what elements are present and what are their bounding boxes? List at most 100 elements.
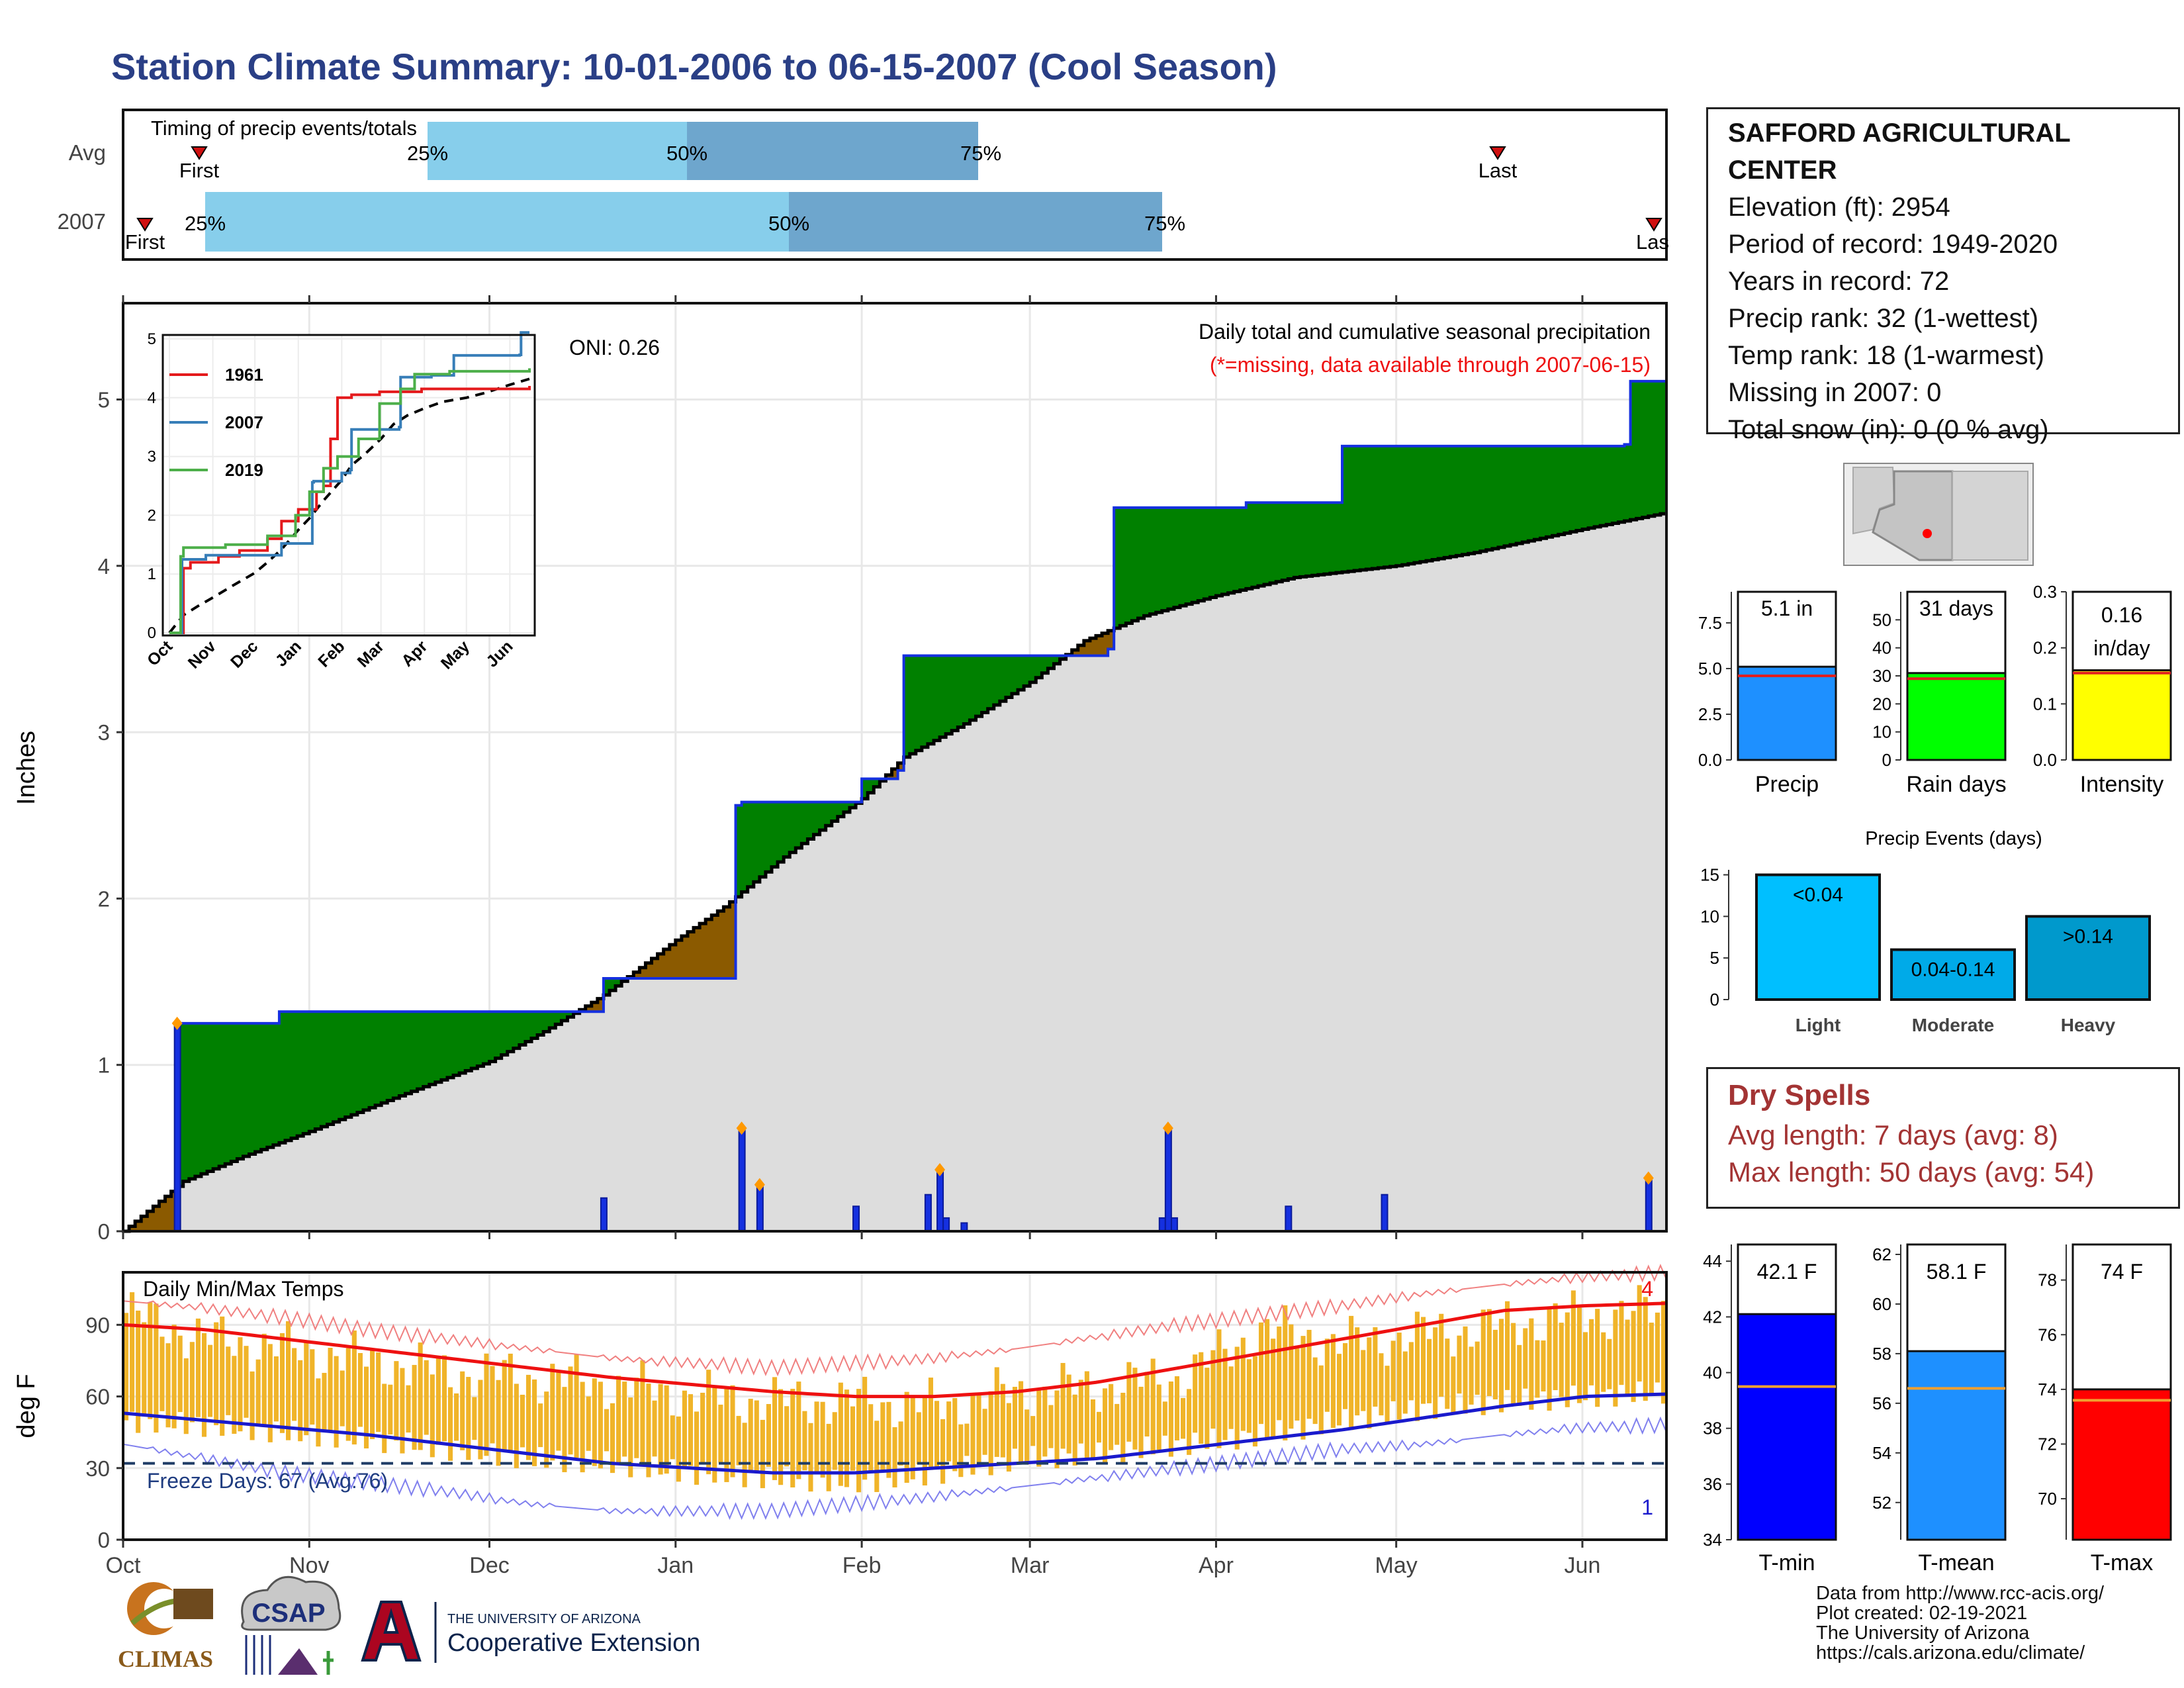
month-label: Jun [1565, 1553, 1601, 1578]
daily-temp-bar [310, 1349, 315, 1425]
temp-summary-tick-label: 54 [1872, 1443, 1891, 1463]
daily-temp-bar [1162, 1401, 1167, 1436]
daily-temp-bar [1090, 1399, 1095, 1459]
record-high-count: 4 [1641, 1277, 1653, 1301]
daily-temp-bar [424, 1360, 429, 1435]
inset-ytick-label: 4 [148, 389, 156, 407]
obs-first-label: First [125, 230, 165, 254]
daily-temp-bar [142, 1322, 147, 1415]
daily-temp-bar [496, 1380, 501, 1466]
daily-temp-bar [1115, 1403, 1120, 1445]
daily-temp-bar [1402, 1351, 1408, 1414]
avg-last-label: Last [1479, 159, 1518, 182]
daily-temp-bar [766, 1404, 771, 1467]
daily-precip-bar [1170, 1217, 1178, 1232]
daily-temp-bar [214, 1322, 219, 1425]
temp-summary-t-mean: 52 54 56 58 60 62 58.1 F T-mean [1872, 1243, 2007, 1575]
daily-temp-bar [952, 1398, 958, 1472]
daily-temp-bar [1529, 1318, 1534, 1410]
daily-temp-bar [898, 1421, 903, 1466]
daily-temp-bar [748, 1399, 753, 1472]
daily-temp-bar [628, 1397, 633, 1477]
daily-precip-bar [924, 1194, 932, 1232]
temp-summary-tick-label: 62 [1872, 1244, 1891, 1264]
daily-temp-bar [484, 1353, 489, 1456]
daily-temp-bar [1265, 1319, 1270, 1438]
daily-temp-bar [1324, 1338, 1330, 1412]
daily-temp-bar [1457, 1335, 1462, 1394]
daily-temp-bar [1613, 1309, 1618, 1407]
climatology-line [123, 512, 1666, 1233]
daily-temp-bar [1168, 1381, 1173, 1457]
daily-temp-bar [1072, 1394, 1077, 1466]
temp-y-axis: 0 30 60 90 [85, 1313, 123, 1552]
daily-temp-bar [1252, 1356, 1257, 1447]
daily-temp-bar [958, 1424, 964, 1477]
daily-temp-bar [1570, 1290, 1576, 1386]
events-tick-label: 10 [1700, 906, 1719, 926]
daily-temp-bar [183, 1358, 189, 1434]
daily-temp-bar [856, 1389, 862, 1493]
daily-temp-bar [340, 1370, 345, 1427]
temp-summary-tick-label: 74 [2038, 1380, 2057, 1399]
daily-temp-bar [784, 1406, 790, 1467]
daily-temp-bar [634, 1378, 639, 1458]
daily-temp-bar [1036, 1389, 1042, 1467]
daily-temp-bar [1595, 1309, 1600, 1407]
daily-temp-bar [706, 1370, 711, 1475]
temp-summary-tick-label: 38 [1703, 1419, 1722, 1438]
daily-temp-bar [232, 1356, 237, 1434]
avg-25-label: 25% [407, 142, 448, 165]
daily-precip-bar [1381, 1194, 1388, 1232]
daily-temp-bar [934, 1401, 940, 1468]
daily-temp-bar [298, 1360, 303, 1442]
daily-temp-bar [435, 1356, 441, 1445]
inset-legend-label: 2019 [225, 460, 263, 480]
daily-temp-bar [334, 1356, 339, 1448]
daily-temp-bar [778, 1389, 784, 1485]
summary-bar-rain-days: 0 10 20 30 40 50 31 days Rain days [1872, 590, 2007, 797]
daily-precip-bar [852, 1205, 860, 1233]
csap-text: CSAP [251, 1599, 325, 1628]
daily-temp-bar [189, 1342, 195, 1423]
events-bar-heavy [2025, 915, 2151, 1002]
daily-temp-bar [982, 1409, 987, 1455]
obs-first-marker [136, 218, 154, 232]
events-tick-label: 15 [1700, 865, 1719, 885]
daily-temp-bar [1655, 1312, 1660, 1383]
daily-temp-bar [808, 1423, 813, 1492]
station-elevation: Elevation (ft): 2954 [1728, 193, 1950, 222]
obs-last-marker [1645, 218, 1662, 232]
above-average-area [177, 381, 1667, 1187]
station-name: SAFFORD AGRICULTURAL CENTER [1728, 118, 2070, 185]
climas-logo: CLIMAS [118, 1582, 213, 1672]
ua-university-text: THE UNIVERSITY OF ARIZONA [447, 1612, 641, 1626]
obs-50-label: 50% [768, 212, 809, 235]
temp-summary-value: 58.1 F [1927, 1260, 1987, 1284]
daily-temp-bar [1505, 1301, 1510, 1390]
dry-spells-max: Max length: 50 days (avg: 54) [1728, 1156, 2095, 1188]
daily-temp-bar [886, 1401, 891, 1478]
daily-temp-bar [1019, 1381, 1024, 1462]
summary-bar-value-unit: in/day [2093, 636, 2150, 660]
temp-panel-label: Daily Min/Max Temps [143, 1277, 343, 1301]
daily-temp-bar [345, 1348, 351, 1441]
temp-summary-tick-label: 42 [1703, 1307, 1722, 1327]
daily-temp-bar [148, 1302, 153, 1419]
station-temp-rank: Temp rank: 18 (1-warmest) [1728, 341, 2044, 370]
daily-temp-bar [814, 1401, 819, 1474]
daily-temp-bar [1535, 1340, 1540, 1398]
summary-bar-precip: 0.0 2.5 5.0 7.5 5.1 in Precip [1698, 590, 1837, 797]
daily-temp-bar [1336, 1354, 1342, 1426]
daily-temp-bar [1240, 1337, 1246, 1431]
daily-temp-bar [826, 1423, 831, 1491]
summary-bar-label: Precip [1755, 772, 1819, 797]
daily-temp-bar [1054, 1390, 1060, 1469]
temp-summary-tick-label: 56 [1872, 1393, 1891, 1413]
summary-bar-fill [1737, 665, 1837, 761]
inset-series-1961 [169, 386, 531, 634]
daily-temp-bar [592, 1378, 597, 1466]
daily-temp-bar [238, 1337, 243, 1432]
daily-temp-bar [418, 1342, 423, 1450]
daily-temp-bar [394, 1361, 399, 1441]
